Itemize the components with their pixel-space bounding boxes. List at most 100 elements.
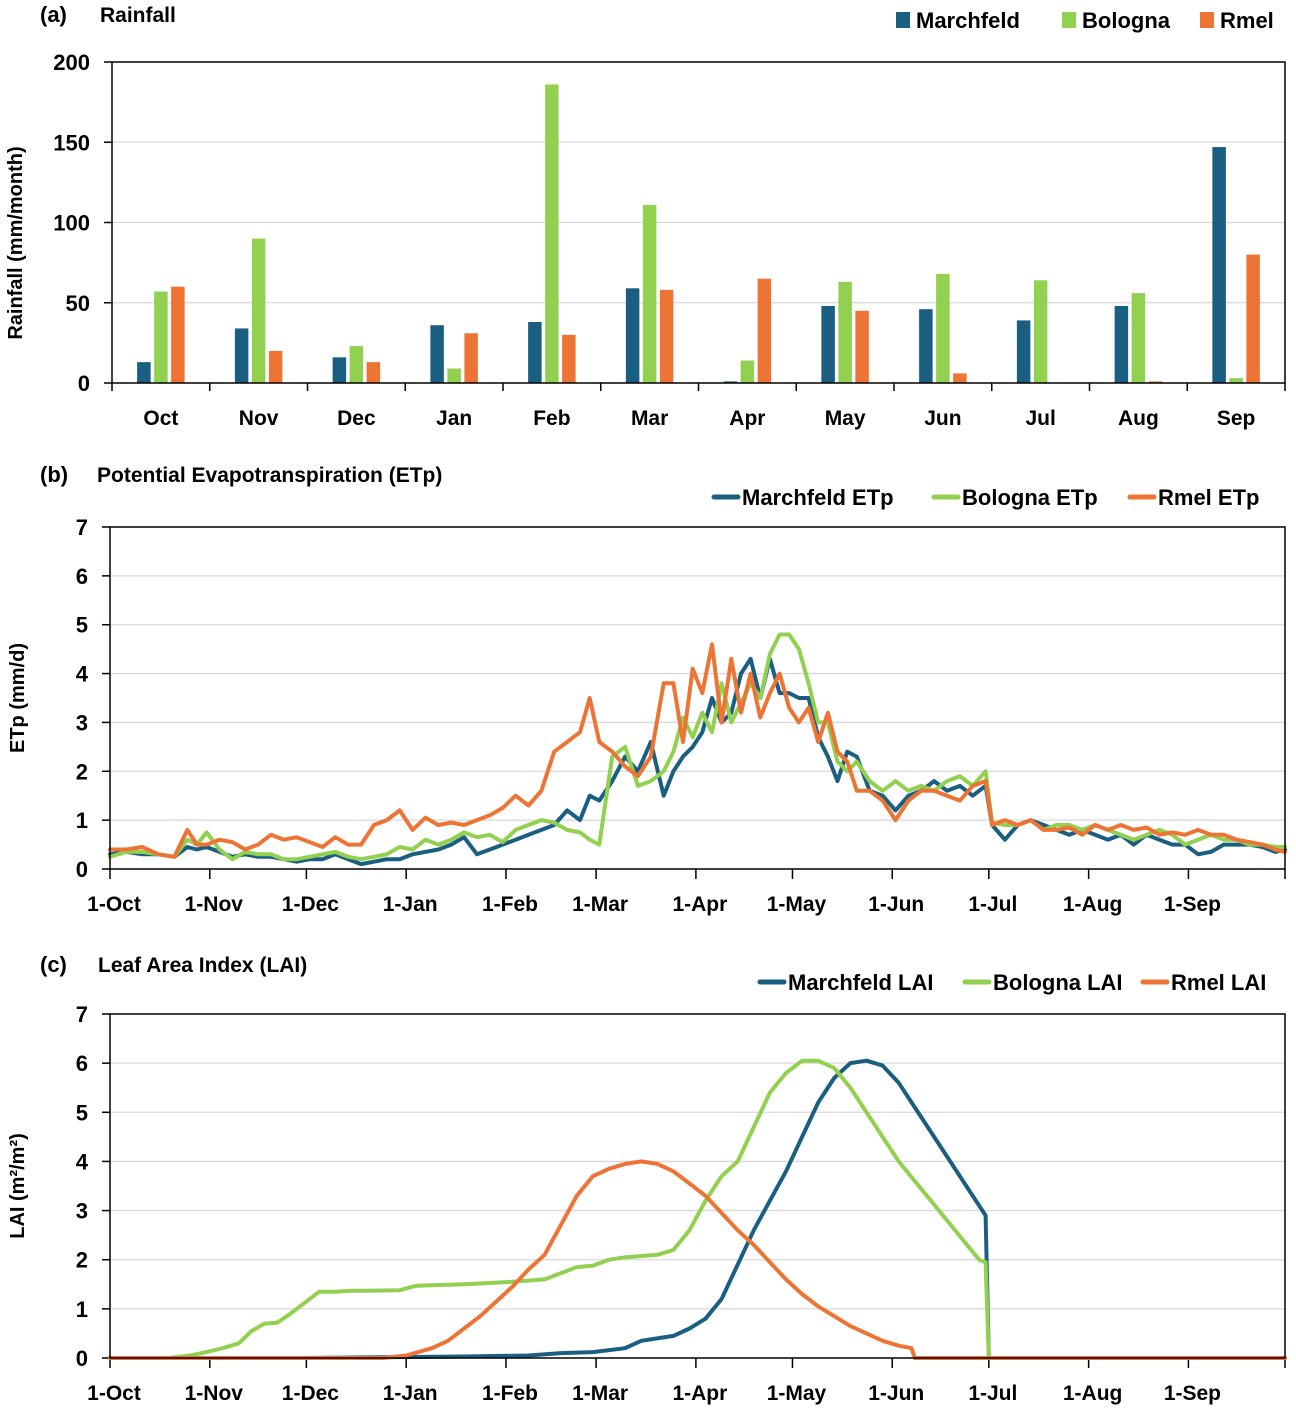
- bar-bologna-nov: [251, 238, 266, 383]
- x-tick-label: 1-Jan: [383, 1382, 438, 1405]
- x-tick-label: 1-Jun: [868, 1382, 924, 1405]
- x-tick-label: 1-Nov: [185, 893, 244, 916]
- bar-rmel-jun: [953, 373, 967, 383]
- bar-rmel-jan: [464, 333, 478, 383]
- x-tick-label: Apr: [729, 407, 765, 430]
- bar-rmel-sep: [1246, 254, 1260, 383]
- y-tick-label: 0: [78, 371, 90, 396]
- y-tick-label: 0: [76, 1346, 88, 1371]
- bar-rmel-oct: [171, 286, 185, 383]
- panel-a-title: Rainfall: [100, 4, 176, 27]
- y-tick-label: 3: [76, 710, 88, 735]
- bar-bologna-jul: [1033, 280, 1048, 383]
- x-tick-label: Feb: [533, 407, 570, 430]
- legend-label-rmel-lai: Rmel LAI: [1171, 970, 1266, 995]
- x-tick-label: 1-Jun: [868, 893, 924, 916]
- bar-marchfeld-mar: [625, 288, 640, 383]
- panel-c-label: (c): [40, 952, 67, 977]
- bar-marchfeld-may: [821, 305, 835, 383]
- x-tick-label: 1-Feb: [482, 1382, 538, 1405]
- plot-frame: [109, 526, 1286, 870]
- bar-rmel-nov: [268, 350, 283, 383]
- legend-swatch-rmel: [1200, 12, 1214, 28]
- bar-bologna-jan: [447, 368, 461, 383]
- x-tick-label: Aug: [1118, 407, 1159, 430]
- panel-a-plot: 0 50 100 150 200 Oct Nov Dec Jan Feb Mar Apr May Jun J…: [53, 50, 1286, 430]
- y-tick-label: 3: [76, 1199, 88, 1224]
- series-line-bologna-etp: [108, 632, 1287, 862]
- x-tick-label: 1-Mar: [572, 893, 628, 916]
- bar-bologna-aug: [1131, 293, 1146, 383]
- y-tick-label: 100: [53, 211, 90, 236]
- legend-label-marchfeld: Marchfeld: [916, 8, 1020, 33]
- x-tick-label: 1-Feb: [482, 893, 538, 916]
- legend-swatch-marchfeld: [896, 12, 910, 28]
- x-tick-label: 1-Oct: [87, 1382, 141, 1405]
- y-tick-label: 7: [76, 515, 88, 540]
- panel-b-y-axis-title: ETp (mm/d): [7, 643, 29, 753]
- panel-b-title: Potential Evapotranspiration (ETp): [97, 464, 442, 487]
- panel-b-label: (b): [40, 462, 68, 487]
- bar-marchfeld-nov: [234, 328, 249, 383]
- y-tick-label: 4: [76, 662, 89, 687]
- x-tick-label: Sep: [1217, 407, 1256, 430]
- bar-marchfeld-jun: [919, 309, 933, 383]
- bar-marchfeld-jul: [1016, 320, 1031, 383]
- bar-rmel-dec: [366, 362, 381, 383]
- bar-marchfeld-aug: [1114, 305, 1129, 383]
- plot-frame: [111, 61, 1286, 384]
- legend-b: Marchfeld ETp Bologna ETp Rmel ETp: [711, 485, 1259, 510]
- x-tick-label: 1-Sep: [1164, 893, 1221, 916]
- panel-a-label: (a): [40, 2, 67, 27]
- x-tick-label: 1-Jul: [968, 893, 1017, 916]
- bar-bologna-apr: [740, 360, 755, 383]
- bar-marchfeld-dec: [332, 357, 347, 383]
- legend-a: Marchfeld Bologna Rmel: [896, 8, 1274, 33]
- bar-bologna-mar: [642, 204, 657, 383]
- bar-bologna-oct: [154, 291, 168, 383]
- series-line-marchfeld-etp: [108, 656, 1287, 867]
- bar-bologna-feb: [545, 84, 559, 383]
- x-tick-label: 1-Oct: [87, 893, 141, 916]
- y-tick-label: 6: [76, 564, 88, 589]
- y-tick-label: 1: [76, 1297, 88, 1322]
- x-tick-label: Jul: [1025, 407, 1055, 430]
- x-tick-label: 1-Apr: [672, 893, 727, 916]
- x-tick-label: Dec: [337, 407, 376, 430]
- panel-b-plot: 0 1 2 3 4 5 6 7 1-Oct 1-Nov 1-Dec 1-Jan 1-Feb 1-Mar 1-…: [76, 515, 1287, 916]
- series-line-bologna-lai: [108, 1058, 1287, 1360]
- x-tick-label: Nov: [239, 407, 279, 430]
- y-tick-label: 0: [76, 857, 88, 882]
- panel-c-title: Leaf Area Index (LAI): [98, 954, 307, 977]
- legend-label-bologna: Bologna: [1082, 8, 1171, 33]
- x-tick-label: Oct: [143, 407, 178, 430]
- panel-c-plot: 0 1 2 3 4 5 6 7 1-Oct 1-Nov 1-Dec 1-Jan 1-Feb 1-Mar 1-…: [76, 1002, 1287, 1405]
- y-tick-label: 7: [76, 1002, 88, 1027]
- legend-swatch-bologna: [1062, 12, 1076, 28]
- bar-marchfeld-feb: [528, 322, 542, 383]
- panel-c-y-axis-title: LAI (m²/m²): [7, 1133, 29, 1239]
- x-tick-label: 1-Dec: [282, 1382, 340, 1405]
- bar-bologna-dec: [349, 346, 364, 383]
- x-tick-label: Jan: [436, 407, 472, 430]
- x-tick-label: May: [825, 407, 866, 430]
- legend-label-rmel: Rmel: [1220, 8, 1274, 33]
- bar-marchfeld-sep: [1212, 147, 1226, 383]
- y-tick-label: 2: [76, 1248, 88, 1273]
- y-tick-label: 150: [53, 130, 90, 155]
- x-tick-label: 1-Nov: [185, 1382, 244, 1405]
- bar-rmel-may: [855, 310, 869, 383]
- x-tick-label: 1-Jul: [968, 1382, 1017, 1405]
- y-tick-label: 1: [76, 808, 88, 833]
- series-line-rmel-lai: [108, 1159, 1287, 1360]
- x-tick-label: 1-Apr: [672, 1382, 727, 1405]
- legend-label-bologna-lai: Bologna LAI: [993, 970, 1123, 995]
- x-tick-label: 1-Mar: [572, 1382, 628, 1405]
- series-line-marchfeld-lai: [108, 1058, 1287, 1360]
- bar-bologna-sep: [1229, 378, 1243, 383]
- legend-label-rmel-etp: Rmel ETp: [1158, 485, 1259, 510]
- panel-a-y-axis-title: Rainfall (mm/month): [5, 146, 27, 339]
- bar-bologna-may: [838, 281, 852, 383]
- x-tick-label: 1-Aug: [1063, 893, 1123, 916]
- x-tick-label: 1-Jan: [383, 893, 438, 916]
